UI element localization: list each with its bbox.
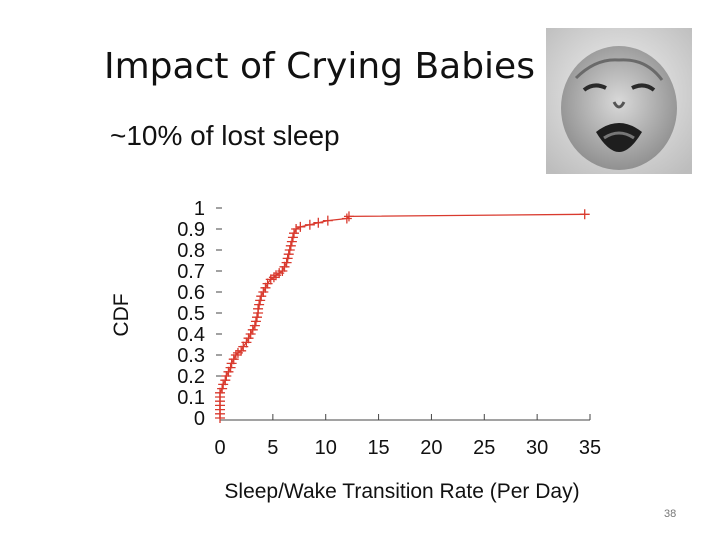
data-point-marker	[223, 366, 234, 377]
data-point-marker	[236, 345, 247, 356]
data-point-marker	[247, 324, 258, 335]
crying-baby-photo	[546, 28, 692, 174]
x-tick-label: 0	[214, 437, 225, 459]
data-point-marker	[277, 266, 288, 276]
data-point-marker	[225, 362, 236, 373]
y-tick-label: 0.3	[177, 345, 205, 367]
y-tick-label: 0.4	[177, 324, 205, 346]
x-tick-label: 10	[315, 437, 337, 459]
data-point-marker	[285, 240, 296, 251]
data-point-marker	[268, 272, 279, 283]
data-point-marker	[218, 379, 229, 390]
y-tick-label: 1	[194, 198, 205, 220]
y-axis-label: CDF	[110, 293, 133, 336]
x-tick-label: 5	[267, 437, 278, 459]
data-point-marker	[253, 303, 264, 314]
data-point-marker	[313, 217, 324, 228]
x-tick-label: 15	[367, 437, 389, 459]
data-point-marker	[341, 213, 352, 224]
slide-number: 38	[664, 508, 677, 520]
y-tick-label: 0.5	[177, 303, 205, 325]
data-point-marker	[215, 387, 225, 398]
data-point-marker	[250, 316, 261, 327]
x-tick-label: 25	[473, 437, 495, 459]
data-point-marker	[228, 354, 239, 365]
data-point-marker	[226, 358, 237, 369]
data-point-marker	[579, 209, 590, 220]
data-point-marker	[249, 320, 260, 331]
y-tick-label: 0	[194, 408, 205, 430]
data-point-marker	[322, 215, 333, 226]
data-point-marker	[230, 350, 241, 360]
data-point-marker	[281, 257, 292, 268]
data-point-marker	[289, 228, 299, 239]
x-tick-label: 35	[579, 437, 601, 459]
data-point-marker	[254, 299, 265, 310]
data-point-marker	[217, 383, 228, 394]
data-point-marker	[295, 221, 306, 232]
data-point-marker	[291, 224, 302, 234]
data-point-marker	[343, 211, 354, 222]
data-point-marker	[284, 245, 295, 255]
data-point-marker	[258, 287, 269, 297]
data-point-marker	[221, 371, 232, 381]
slide-title: Impact of Crying Babies	[104, 46, 535, 87]
data-point-marker	[255, 295, 266, 306]
cdf-series-line	[219, 213, 585, 418]
data-point-marker	[283, 249, 294, 260]
slide-subtitle: ~10% of lost sleep	[110, 120, 340, 151]
y-tick-label: 0.2	[177, 366, 205, 388]
y-tick-label: 0.9	[177, 219, 205, 241]
data-point-marker	[304, 219, 315, 230]
x-axis-label: Sleep/Wake Transition Rate (Per Day)	[224, 480, 579, 503]
y-tick-label: 0.1	[177, 387, 205, 409]
data-point-marker	[279, 261, 290, 272]
data-point-marker	[220, 375, 231, 386]
data-point-marker	[245, 329, 256, 339]
y-tick-label: 0.8	[177, 240, 205, 262]
data-point-marker	[243, 333, 254, 344]
data-point-marker	[256, 291, 267, 302]
x-tick-label: 30	[526, 437, 548, 459]
data-point-marker	[241, 337, 252, 348]
data-point-marker	[282, 253, 293, 264]
data-point-marker	[286, 236, 297, 247]
data-point-marker	[260, 282, 271, 293]
y-tick-label: 0.6	[177, 282, 205, 304]
data-point-marker	[287, 232, 298, 243]
data-point-marker	[252, 312, 262, 323]
x-tick-label: 20	[420, 437, 442, 459]
y-tick-label: 0.7	[177, 261, 205, 283]
